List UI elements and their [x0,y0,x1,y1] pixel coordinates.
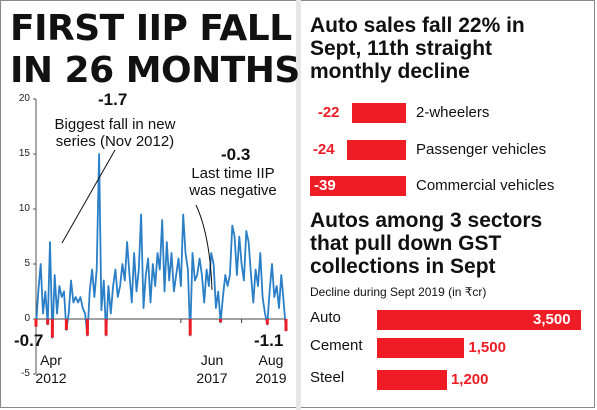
gst-bar [377,370,447,390]
auto-sales-title-line3: monthly decline [310,60,470,83]
gst-title-line3: collections in Sept [310,255,496,278]
y-tick-label: -5 [21,368,30,379]
gst-title-line1: Autos among 3 sectors [310,209,543,232]
y-tick-label: 5 [24,258,30,269]
main-title-line2: IN 26 MONTHS [10,50,300,91]
annotation-biggest-text: Biggest fall in new series (Nov 2012) [40,116,190,150]
gst-bar [377,338,465,358]
gst-subtitle: Decline during Sept 2019 (in ₹cr) [310,285,487,299]
auto-bar-value: -24 [312,141,335,158]
y-tick-label: 15 [18,148,30,159]
gst-bar [377,310,581,330]
gst-bar-value: 1,200 [450,371,489,388]
main-title-line1: FIRST IIP FALL [10,8,292,49]
y-tick-label: 10 [18,203,30,214]
auto-sales-title-line2: Sept, 11th straight [310,37,493,60]
iip-series-line [35,153,287,339]
start-value-label: -0.7 [14,331,44,350]
auto-bar-category: 2-wheelers [416,104,490,121]
x-label-month: Aug [258,352,284,368]
annotation-last-line1: Last time IIP [191,165,275,182]
annotation-biggest-line2: series (Nov 2012) [55,133,175,150]
iip-axes [33,98,287,375]
x-label-apr-2012: Apr 2012 [26,351,76,387]
auto-bar-value: -22 [317,104,340,121]
annotation-biggest-value: -1.7 [98,90,128,109]
auto-bar-value: -39 [314,177,336,194]
gst-bar-category: Steel [310,369,345,386]
annotation-leader-last [195,204,213,291]
auto-bar [346,140,406,160]
auto-bar [351,103,406,123]
auto-sales-title-line1: Auto sales fall 22% in [310,14,525,37]
x-label-year: 2019 [255,370,287,386]
annotation-last-line2: was negative [189,182,277,199]
auto-sales-title: Auto sales fall 22% in Sept, 11th straig… [310,14,525,83]
gst-bar-value: 3,500 [533,311,571,328]
gst-bar-category: Cement [310,337,363,354]
gst-title: Autos among 3 sectors that pull down GST… [310,209,542,278]
gst-bar-category: Auto [310,309,341,326]
auto-bar-category: Commercial vehicles [416,177,555,194]
annotation-last-value: -0.3 [221,145,251,164]
gst-title-line2: that pull down GST [310,232,502,255]
annotation-last-text: Last time IIP was negative [174,165,292,199]
x-label-month: Apr [40,352,62,368]
annotation-leader-biggest [61,149,116,244]
x-label-month: Jun [200,352,224,368]
auto-bar [310,176,406,196]
annotation-biggest-line1: Biggest fall in new [54,116,176,133]
x-label-aug-2019: Aug 2019 [248,351,294,387]
x-label-year: 2017 [196,370,228,386]
auto-bar-category: Passenger vehicles [416,141,547,158]
end-value-label: -1.1 [254,331,284,350]
y-tick-label: 0 [24,313,30,324]
x-label-year: 2012 [35,370,67,386]
gst-bar-value: 1,500 [468,339,506,356]
iip-marks [34,153,288,339]
y-tick-label: 20 [18,93,30,104]
x-label-jun-2017: Jun 2017 [188,351,236,387]
panel-divider [296,0,301,410]
